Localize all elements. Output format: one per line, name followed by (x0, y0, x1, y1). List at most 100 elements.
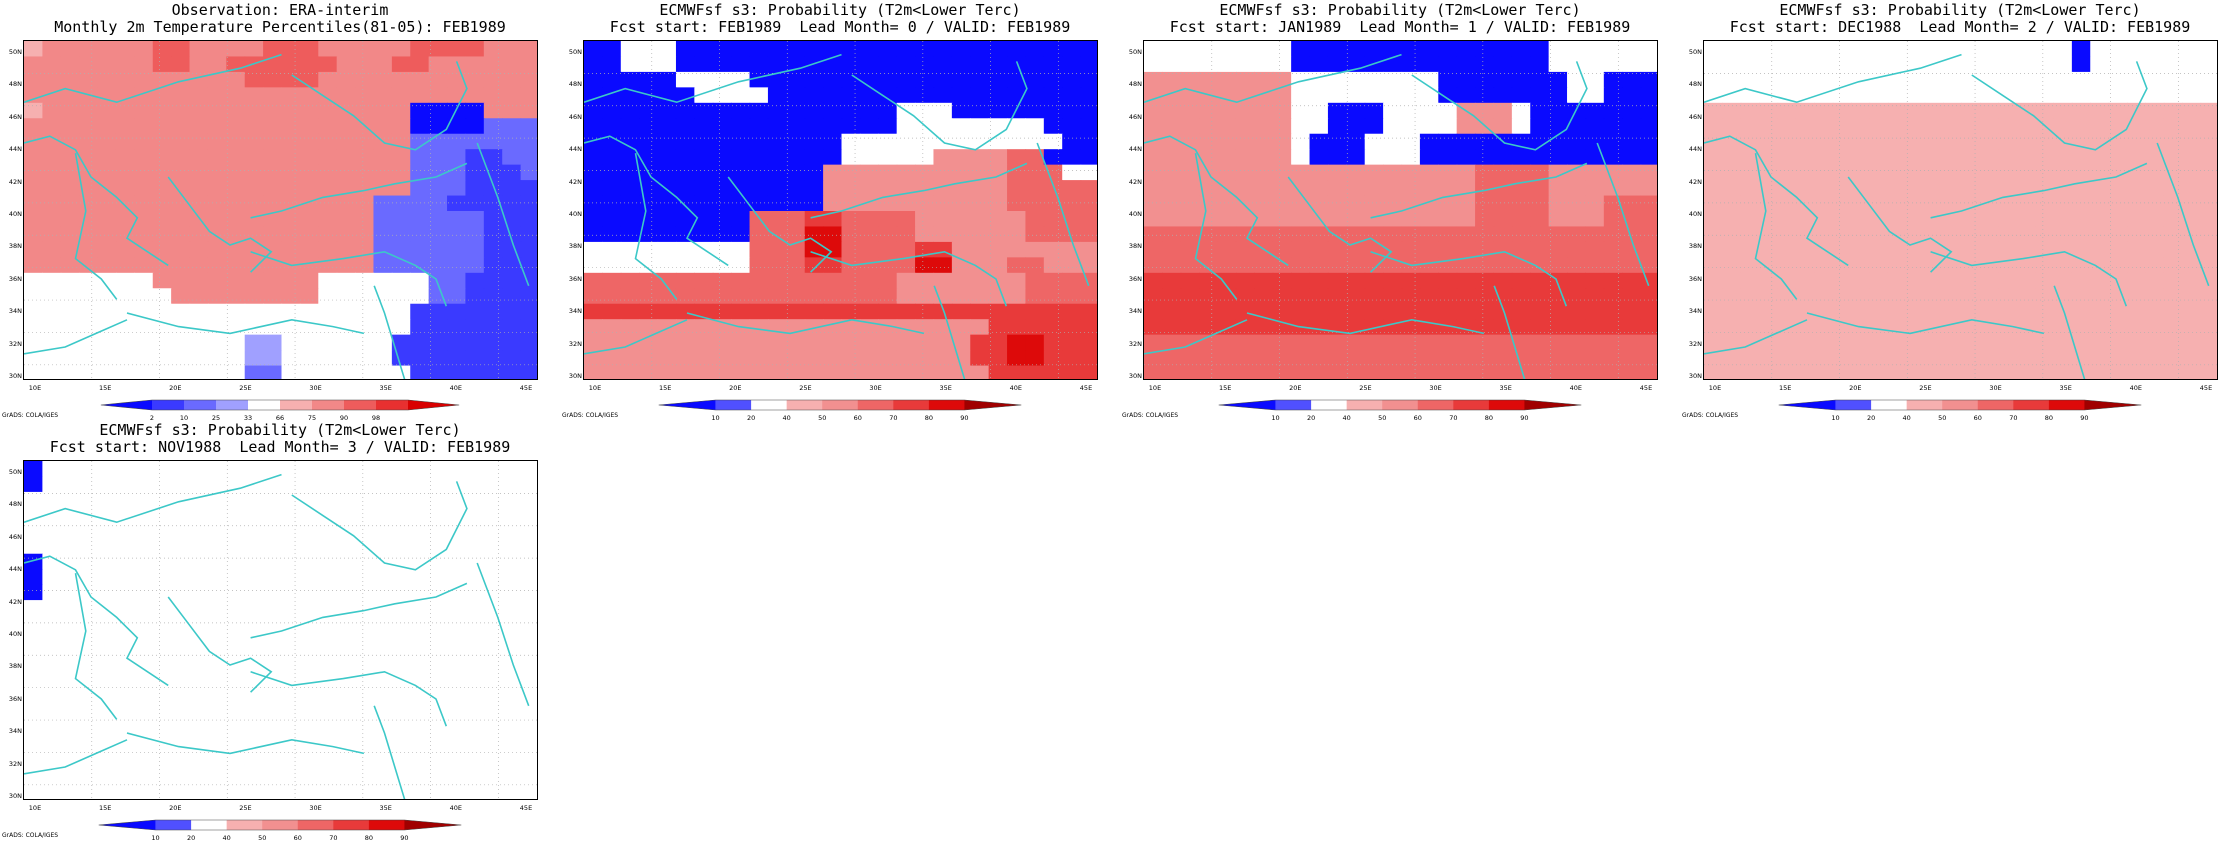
grid-cell (171, 491, 191, 508)
grid-cell (189, 708, 209, 725)
grid-cell (1025, 149, 1045, 166)
grid-cell (355, 211, 375, 228)
grid-cell (1887, 133, 1907, 150)
lon-tick-label: 35E (379, 804, 392, 812)
grid-cell (1998, 334, 2018, 351)
grid-cell (115, 102, 135, 119)
grid-cell (244, 754, 264, 771)
grid-cell (1419, 118, 1439, 135)
grid-cell (1603, 164, 1623, 181)
grid-cell (970, 257, 990, 274)
grid-cell (152, 87, 172, 104)
grid-cell (42, 272, 62, 289)
grid-cell (97, 600, 117, 617)
grid-cell (355, 365, 375, 379)
grid-cell (171, 41, 191, 58)
grid-cell (1640, 56, 1657, 73)
grid-cell (24, 350, 43, 367)
grid-cell (207, 303, 227, 320)
grid-cell (1007, 118, 1027, 135)
grid-cell (299, 692, 319, 709)
grid-cell (1254, 272, 1274, 289)
grid-cell (988, 334, 1008, 351)
grid-cell (60, 180, 80, 197)
grid-cell (951, 164, 971, 181)
grid-cell (1254, 71, 1274, 88)
grid-cell (1548, 195, 1568, 212)
grid-cell (226, 164, 246, 181)
grid-cell (1943, 226, 1963, 243)
grid-cell (1622, 133, 1642, 150)
grid-cell (152, 56, 172, 73)
grid-cell (318, 71, 338, 88)
grid-cell (1869, 56, 1889, 73)
grid-cell (1851, 164, 1871, 181)
grid-cell (1851, 118, 1871, 135)
grid-cell (336, 288, 356, 305)
grid-cell (373, 303, 393, 320)
grid-cell (1025, 303, 1045, 320)
grid-cell (189, 241, 209, 258)
grid-cell (1869, 350, 1889, 367)
grid-cell (1603, 257, 1623, 274)
grid-cell (1254, 319, 1274, 336)
grid-cell (1235, 87, 1255, 104)
grid-cell (1456, 365, 1476, 379)
grid-cell (1759, 288, 1779, 305)
grid-cell (988, 56, 1008, 73)
grid-cell (1832, 226, 1852, 243)
grid-cell (79, 491, 99, 508)
grid-cell (134, 180, 154, 197)
lat-tick-label: 46N (8, 532, 22, 541)
grid-cell (1961, 211, 1981, 228)
grid-cell (1943, 87, 1963, 104)
grid-cell (675, 195, 695, 212)
grid-cell (428, 226, 448, 243)
grid-cell (2016, 41, 2036, 58)
grid-cell (1199, 241, 1219, 258)
grid-cell (1548, 334, 1568, 351)
grid-cell (1998, 226, 2018, 243)
grid-cell (447, 365, 467, 379)
grid-cell (1814, 350, 1834, 367)
grid-cell (1199, 41, 1219, 58)
grid-cell (60, 692, 80, 709)
grid-cell (712, 87, 732, 104)
grid-cell (189, 226, 209, 243)
grid-cell (42, 723, 62, 740)
grid-cell (1795, 319, 1815, 336)
grid-cell (152, 522, 172, 539)
grid-cell (1062, 241, 1082, 258)
grid-cell (115, 631, 135, 648)
grid-cell (2182, 102, 2202, 119)
grid-cell (207, 569, 227, 586)
grid-cell (951, 226, 971, 243)
grid-cell (97, 87, 117, 104)
grid-cell (694, 118, 714, 135)
grid-cell (1217, 133, 1237, 150)
grid-cell (1309, 164, 1329, 181)
grid-cell (447, 584, 467, 601)
grid-cell (263, 507, 283, 524)
grid-cell (1585, 303, 1605, 320)
grid-cell (1291, 102, 1311, 119)
grid-cell (620, 56, 640, 73)
grid-cell (171, 350, 191, 367)
grid-cell (1585, 149, 1605, 166)
grid-cell (391, 692, 411, 709)
grid-cell (42, 785, 62, 799)
grid-cell (786, 257, 806, 274)
grid-cell (410, 677, 430, 694)
grid-cell (318, 708, 338, 725)
grid-cell (502, 41, 522, 58)
grid-cell (786, 272, 806, 289)
grid-cell (115, 507, 135, 524)
grid-cell (1199, 133, 1219, 150)
grid-cell (263, 288, 283, 305)
grid-cell (2071, 288, 2091, 305)
grid-cell (1979, 102, 1999, 119)
grid-cell (2053, 226, 2073, 243)
grid-cell (2053, 164, 2073, 181)
grid-cell (1979, 350, 1999, 367)
grid-cell (24, 522, 43, 539)
